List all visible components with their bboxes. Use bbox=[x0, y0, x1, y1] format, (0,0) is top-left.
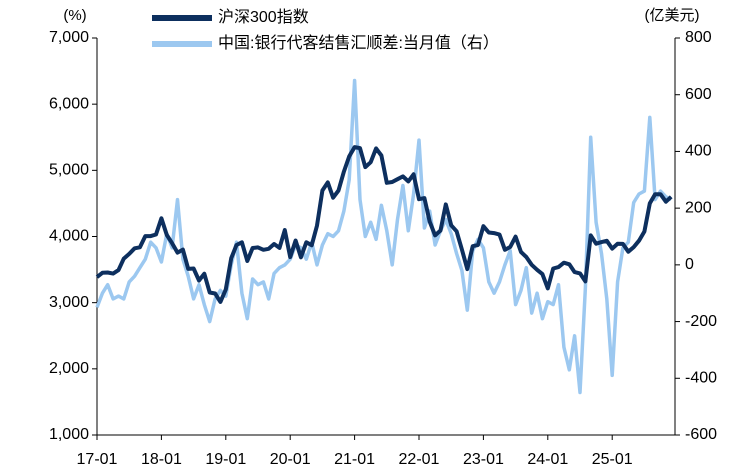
y2-tick-label: 200 bbox=[685, 199, 712, 216]
y2-tick-label: 400 bbox=[685, 143, 712, 160]
x-tick-label: 21-01 bbox=[334, 451, 375, 468]
y-tick-label: 6,000 bbox=[49, 95, 89, 112]
x-tick-label: 18-01 bbox=[141, 451, 182, 468]
x-tick-label: 22-01 bbox=[399, 451, 440, 468]
legend-label: 沪深300指数 bbox=[218, 8, 309, 26]
y2-tick-label: 800 bbox=[685, 29, 712, 46]
y-tick-label: 3,000 bbox=[49, 294, 89, 311]
series-line bbox=[95, 145, 673, 304]
y2-tick-label: -600 bbox=[685, 426, 717, 443]
y2-tick-label: -400 bbox=[685, 370, 717, 387]
x-tick-label: 17-01 bbox=[77, 451, 118, 468]
x-tick-label: 20-01 bbox=[270, 451, 311, 468]
y2-tick-label: -200 bbox=[685, 313, 717, 330]
y-tick-label: 2,000 bbox=[49, 360, 89, 377]
y-tick-label: 5,000 bbox=[49, 162, 89, 179]
y-tick-label: 7,000 bbox=[49, 29, 89, 46]
x-tick-label: 25-01 bbox=[592, 451, 633, 468]
y2-unit: (亿美元) bbox=[645, 7, 700, 24]
y-unit: (%) bbox=[63, 7, 86, 24]
legend-label: 中国:银行代客结售汇顺差:当月值（右） bbox=[218, 34, 499, 52]
x-tick-label: 19-01 bbox=[205, 451, 246, 468]
y2-tick-label: 0 bbox=[685, 256, 694, 273]
series-line bbox=[95, 78, 673, 395]
y-tick-label: 1,000 bbox=[49, 426, 89, 443]
x-tick-label: 24-01 bbox=[527, 451, 568, 468]
y-tick-label: 4,000 bbox=[49, 228, 89, 245]
y2-tick-label: 600 bbox=[685, 86, 712, 103]
x-tick-label: 23-01 bbox=[463, 451, 504, 468]
